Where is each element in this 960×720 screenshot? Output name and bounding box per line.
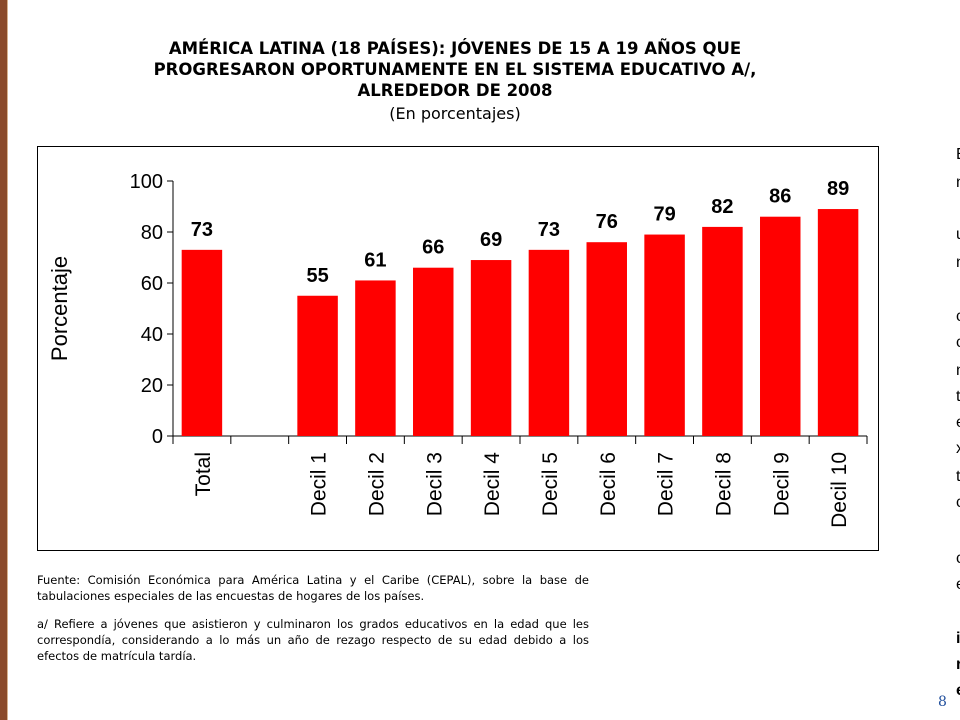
- clipped-side-text: E n u n c c n t e x t c c e i r e: [956, 0, 960, 720]
- title-line-3: ALREDEDOR DE 2008: [357, 81, 553, 100]
- left-page-rule: [0, 0, 7, 720]
- side-fragment: u: [956, 226, 960, 244]
- side-fragment: c: [956, 550, 960, 567]
- side-fragment: e: [956, 414, 960, 432]
- bar: [644, 234, 685, 436]
- bar: [413, 267, 454, 436]
- side-fragment: e: [956, 576, 960, 594]
- bar: [355, 280, 396, 436]
- y-tick-label: 100: [130, 171, 163, 193]
- data-label: 79: [653, 204, 675, 226]
- side-fragment: r: [956, 656, 960, 673]
- data-label: 73: [538, 219, 560, 241]
- y-tick-label: 80: [141, 222, 163, 244]
- bar: [528, 249, 570, 436]
- category-label: Decil 10: [828, 452, 851, 528]
- data-label: 61: [364, 249, 386, 271]
- side-fragment: E: [956, 146, 960, 164]
- side-fragment: c: [956, 308, 960, 325]
- y-tick-label: 60: [141, 273, 163, 295]
- footnote-a: a/ Refiere a jóvenes que asistieron y cu…: [37, 617, 589, 663]
- y-axis-label: Porcentaje: [47, 256, 72, 361]
- data-label: 69: [480, 229, 502, 251]
- side-fragment: n: [956, 254, 960, 272]
- category-label: Decil 8: [712, 452, 735, 516]
- bar: [586, 242, 627, 436]
- chart-title: AMÉRICA LATINA (18 PAÍSES): JÓVENES DE 1…: [60, 38, 850, 101]
- bar-chart: 0 20 40 60 80 100 Porcentaje 73 Total 55 Decil 1 61…: [47, 171, 868, 528]
- bar: [181, 249, 223, 436]
- category-label: Decil 3: [423, 452, 446, 516]
- data-label: 76: [596, 211, 618, 233]
- category-label: Decil 6: [597, 452, 620, 516]
- data-label: 66: [422, 237, 444, 259]
- chart-notes: Fuente: Comisión Económica para América …: [37, 572, 589, 676]
- bar: [470, 260, 512, 436]
- bar: [760, 216, 801, 436]
- page-number: 8: [938, 694, 947, 710]
- y-tick-label: 0: [152, 426, 163, 448]
- side-fragment: i: [956, 630, 960, 647]
- category-label: Decil 5: [539, 452, 562, 516]
- data-label: 89: [827, 178, 849, 200]
- side-fragment: x: [956, 440, 960, 457]
- source-note: Fuente: Comisión Económica para América …: [37, 573, 589, 603]
- bar: [817, 209, 859, 436]
- side-fragment: c: [956, 334, 960, 351]
- bar: [702, 226, 743, 436]
- side-fragment: t: [956, 468, 960, 485]
- side-fragment: n: [956, 174, 960, 192]
- data-label: 86: [769, 186, 791, 208]
- chart-subtitle: (En porcentajes): [389, 104, 521, 123]
- y-tick-label: 40: [141, 324, 163, 346]
- data-label: 73: [191, 219, 213, 241]
- category-label: Decil 9: [770, 452, 793, 516]
- title-line-1: AMÉRICA LATINA (18 PAÍSES): JÓVENES DE 1…: [168, 39, 742, 58]
- category-label: Total: [192, 452, 215, 496]
- bar: [297, 295, 338, 436]
- side-fragment: t: [956, 388, 960, 405]
- left-page-rule-highlight: [7, 0, 8, 720]
- category-label: Decil 4: [481, 452, 504, 517]
- y-tick-label: 20: [141, 375, 163, 397]
- data-label: 82: [711, 196, 733, 218]
- title-line-2: PROGRESARON OPORTUNAMENTE EN EL SISTEMA …: [153, 60, 757, 79]
- category-label: Decil 7: [655, 452, 678, 516]
- data-label: 55: [306, 265, 328, 287]
- category-label: Decil 2: [365, 452, 388, 516]
- side-fragment: n: [956, 362, 960, 380]
- side-fragment: e: [956, 682, 960, 700]
- side-fragment: c: [956, 494, 960, 511]
- category-label: Decil 1: [308, 452, 331, 516]
